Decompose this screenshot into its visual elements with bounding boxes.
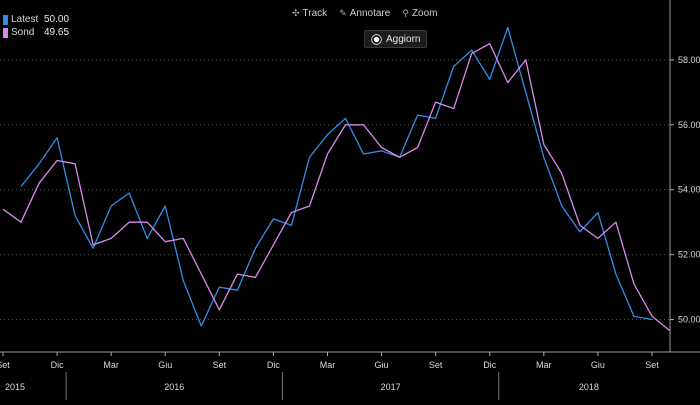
x-tick-label: Set bbox=[213, 360, 227, 370]
x-tick-label: Set bbox=[0, 360, 10, 370]
y-tick-label: 54.00 bbox=[678, 185, 700, 195]
y-tick-label: 58.00 bbox=[678, 55, 700, 65]
legend-swatch bbox=[3, 14, 8, 25]
chart-toolbar: ✣ Track ✎ Annotare ⚲ Zoom bbox=[292, 4, 437, 22]
x-tick-label: Giu bbox=[375, 360, 389, 370]
refresh-icon bbox=[372, 34, 381, 44]
annotate-tool[interactable]: ✎ Annotare bbox=[339, 8, 390, 19]
year-label: 2015 bbox=[5, 382, 25, 392]
year-label: 2017 bbox=[381, 382, 401, 392]
x-tick-label: Dic bbox=[483, 360, 496, 370]
update-label: Aggiorn bbox=[386, 33, 421, 45]
x-tick-label: Mar bbox=[320, 360, 336, 370]
legend-series-value: 50.00 bbox=[44, 14, 70, 25]
year-label: 2018 bbox=[579, 382, 599, 392]
x-tick-label: Mar bbox=[103, 360, 119, 370]
legend-series-value: 49.65 bbox=[44, 27, 70, 38]
track-tool[interactable]: ✣ Track bbox=[292, 8, 327, 19]
x-tick-label: Dic bbox=[267, 360, 280, 370]
legend-series-name: Latest bbox=[11, 14, 39, 25]
legend-swatch bbox=[3, 27, 8, 38]
series-line-sond bbox=[2, 43, 671, 332]
magnifier-icon: ⚲ bbox=[402, 7, 409, 18]
year-label: 2016 bbox=[164, 382, 184, 392]
pencil-icon: ✎ bbox=[339, 7, 347, 18]
x-tick-label: Dic bbox=[51, 360, 64, 370]
legend-item-latest[interactable]: Latest 50.00 bbox=[3, 13, 69, 26]
x-tick-label: Set bbox=[645, 360, 659, 370]
x-tick-label: Set bbox=[429, 360, 443, 370]
zoom-tool[interactable]: ⚲ Zoom bbox=[402, 8, 437, 19]
series-line-latest bbox=[20, 26, 653, 327]
legend-item-sond[interactable]: Sond 49.65 bbox=[3, 26, 69, 39]
zoom-label: Zoom bbox=[411, 7, 438, 19]
legend-series-name: Sond bbox=[11, 27, 35, 38]
y-tick-label: 56.00 bbox=[678, 120, 700, 130]
y-tick-label: 52.00 bbox=[678, 250, 700, 260]
x-tick-label: Giu bbox=[158, 360, 172, 370]
x-tick-label: Giu bbox=[591, 360, 605, 370]
track-label: Track bbox=[302, 7, 328, 19]
crosshair-icon: ✣ bbox=[292, 7, 300, 18]
x-tick-label: Mar bbox=[536, 360, 552, 370]
annotate-label: Annotare bbox=[349, 7, 391, 19]
update-button[interactable]: Aggiorn bbox=[364, 30, 428, 48]
y-tick-label: 50.00 bbox=[678, 315, 700, 325]
legend: Latest 50.00 Sond 49.65 bbox=[3, 13, 69, 39]
